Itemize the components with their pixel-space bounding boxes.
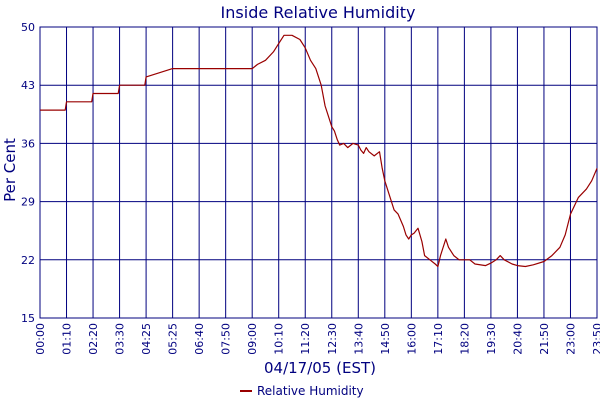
x-tick-label: 01:10 (61, 323, 74, 355)
x-tick-label: 09:00 (246, 323, 259, 355)
x-tick-label: 06:40 (193, 323, 206, 355)
grid (39, 26, 598, 319)
plot-frame (39, 26, 598, 319)
x-tick-label: 21:50 (538, 323, 551, 355)
y-tick-label: 29 (21, 196, 35, 209)
series-line-relative-humidity (40, 34, 598, 268)
x-tick-label: 14:50 (379, 323, 392, 355)
x-tick-label: 18:20 (458, 323, 471, 355)
x-axis-label: 04/17/05 (EST) (264, 359, 376, 377)
y-tick-label: 50 (21, 21, 35, 34)
x-tick-label: 04:25 (140, 323, 153, 355)
x-tick-label: 20:40 (511, 323, 524, 355)
legend-label: Relative Humidity (257, 384, 364, 398)
x-tick-label: 19:30 (485, 323, 498, 355)
y-tick-label: 43 (21, 79, 35, 92)
x-tick-label: 17:10 (432, 323, 445, 355)
x-tick-label: 23:00 (564, 323, 577, 355)
y-axis-label: Per Cent (1, 138, 19, 202)
x-tick-label: 12:30 (326, 323, 339, 355)
x-tick-label: 13:40 (352, 323, 365, 355)
x-tick-labels: 00:00 01:10 02:20 03:30 04:25 05:25 06:40 07:50… (34, 323, 600, 355)
legend: Relative Humidity (240, 384, 364, 398)
x-tick-label: 10:10 (273, 323, 286, 355)
x-tick-label: 11:20 (299, 323, 312, 355)
x-tick-label: 16:00 (405, 323, 418, 355)
x-tick-label: 23:50 (591, 323, 600, 355)
x-tick-label: 05:25 (167, 323, 180, 355)
series-layer (40, 34, 598, 268)
chart-title: Inside Relative Humidity (221, 3, 416, 22)
x-tick-label: 00:00 (34, 323, 47, 355)
x-tick-label: 07:50 (220, 323, 233, 355)
y-tick-labels: 15 22 29 36 43 50 (21, 21, 35, 325)
y-tick-label: 36 (21, 137, 35, 150)
x-tick-label: 02:20 (87, 323, 100, 355)
y-tick-label: 15 (21, 312, 35, 325)
y-tick-label: 22 (21, 254, 35, 267)
x-tick-label: 03:30 (114, 323, 127, 355)
